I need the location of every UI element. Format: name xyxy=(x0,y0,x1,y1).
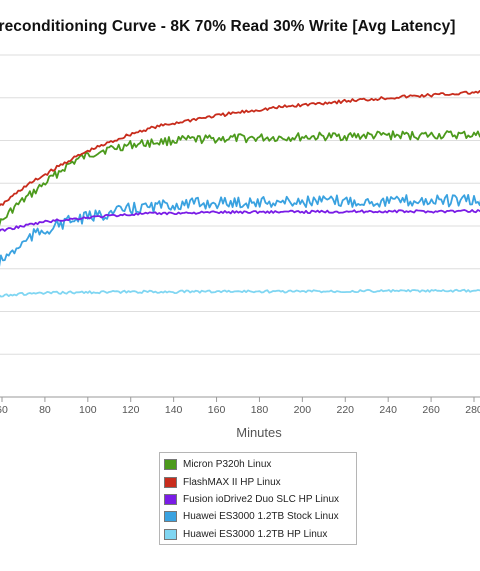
legend-item: Fusion ioDrive2 Duo SLC HP Linux xyxy=(164,491,356,508)
legend-label: Huawei ES3000 1.2TB Stock Linux xyxy=(183,511,339,523)
legend-label: FlashMAX II HP Linux xyxy=(183,476,281,488)
series-line-5 xyxy=(0,288,480,298)
legend-item: Huawei ES3000 1.2TB Stock Linux xyxy=(164,508,356,525)
x-tick-label: 160 xyxy=(208,404,226,416)
legend-swatch xyxy=(164,511,177,523)
x-tick-label: 180 xyxy=(251,404,269,416)
x-tick-label: 200 xyxy=(294,404,312,416)
legend-item: Huawei ES3000 1.2TB HP Linux xyxy=(164,526,356,543)
x-tick-label: 220 xyxy=(337,404,355,416)
x-tick-label: 240 xyxy=(379,404,397,416)
legend-swatch xyxy=(164,493,177,505)
x-axis-title: Minutes xyxy=(236,425,282,440)
legend: Micron P320h Linux FlashMAX II HP Linux Fu… xyxy=(159,452,357,545)
legend-item: Micron P320h Linux xyxy=(164,456,356,473)
legend-label: Huawei ES3000 1.2TB HP Linux xyxy=(183,528,328,540)
grid-layer xyxy=(0,54,480,398)
x-tick-label: 60 xyxy=(0,404,8,416)
x-tick-label: 100 xyxy=(79,404,97,416)
x-tick-label: 120 xyxy=(122,404,140,416)
legend-item: FlashMAX II HP Linux xyxy=(164,473,356,490)
x-tick-label: 260 xyxy=(422,404,440,416)
series-line-1 xyxy=(0,130,480,227)
chart-title: Preconditioning Curve - 8K 70% Read 30% … xyxy=(0,18,456,35)
series-line-4 xyxy=(0,193,480,267)
x-tick-label: 280 xyxy=(465,404,480,416)
series-line-2 xyxy=(0,90,480,207)
x-tick-label: 80 xyxy=(39,404,51,416)
series-layer xyxy=(0,90,480,298)
x-tick-label: 140 xyxy=(165,404,183,416)
legend-label: Fusion ioDrive2 Duo SLC HP Linux xyxy=(183,493,340,505)
tick-layer: 60 80 100 120 140 160 180 200 220 240 260 280 xyxy=(0,397,480,416)
legend-swatch xyxy=(164,528,177,540)
series-line-3 xyxy=(0,209,480,232)
legend-swatch xyxy=(164,476,177,488)
legend-swatch xyxy=(164,459,177,471)
legend-label: Micron P320h Linux xyxy=(183,459,272,471)
